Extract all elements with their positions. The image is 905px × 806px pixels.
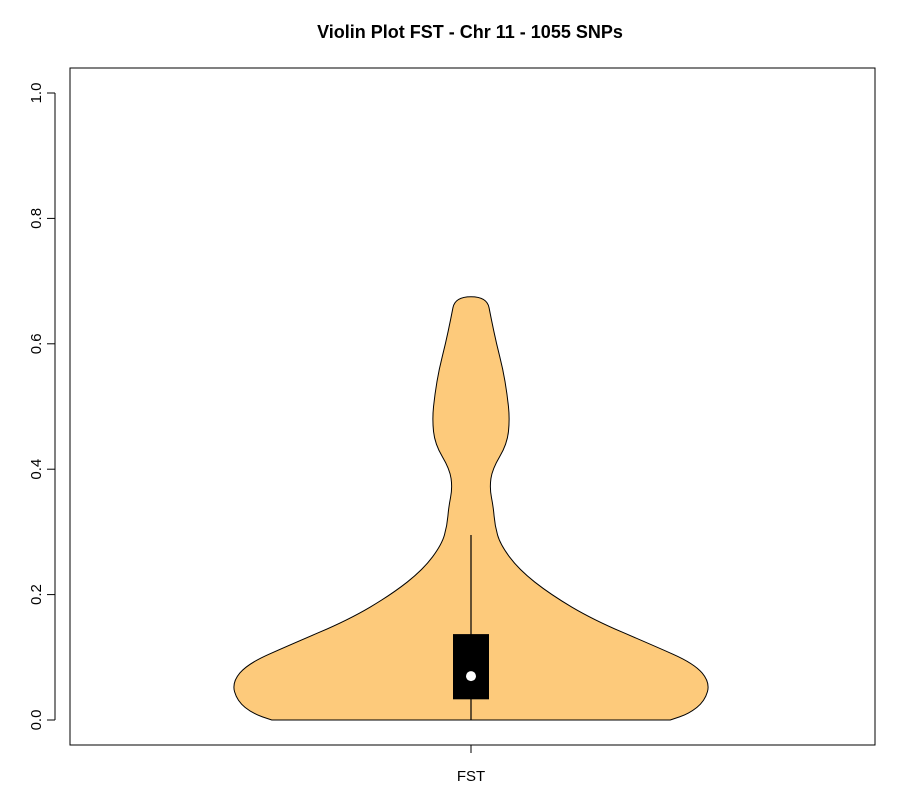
violin-layer: [233, 296, 709, 721]
violin-median-dot: [466, 671, 476, 682]
plot-frame: [69, 67, 876, 746]
x-tick-label: FST: [457, 768, 485, 785]
violin-body: [233, 296, 709, 721]
y-tick-label: 0.4: [28, 459, 45, 480]
violin-iqr-box: [453, 634, 489, 700]
y-tick-label: 0.6: [28, 333, 45, 354]
x-axis: FST: [457, 745, 485, 785]
y-tick-label: 0.2: [28, 584, 45, 605]
y-tick-label: 0.0: [28, 710, 45, 731]
y-axis: 0.0 0.2 0.4 0.6 0.8 1.0: [28, 83, 56, 731]
y-tick-label: 1.0: [28, 83, 45, 104]
y-tick-label: 0.8: [28, 208, 45, 229]
chart-title: Violin Plot FST - Chr 11 - 1055 SNPs: [317, 22, 623, 42]
